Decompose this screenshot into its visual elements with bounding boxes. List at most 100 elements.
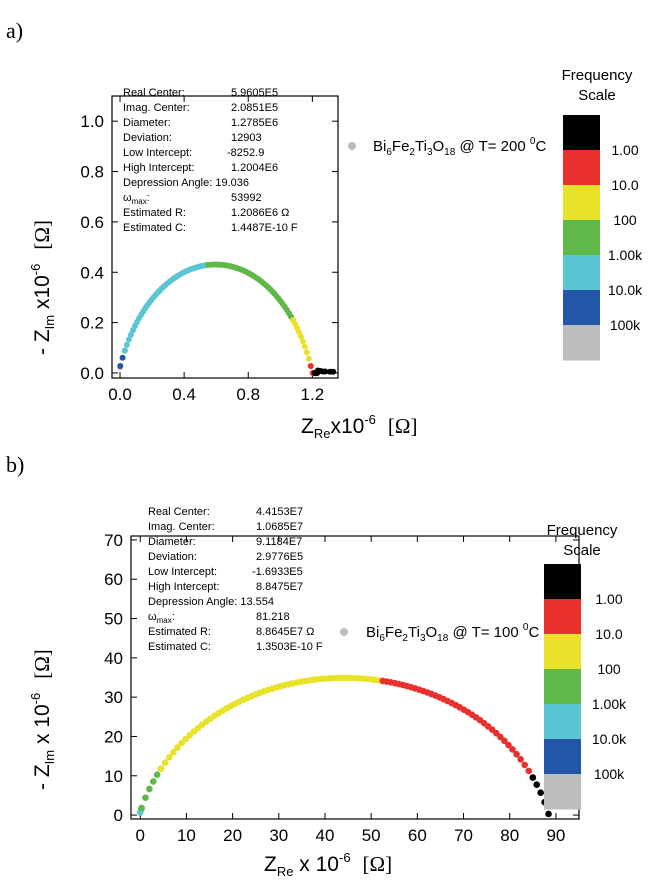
fit-estimated-c-label: Estimated C: (123, 222, 186, 234)
scale-label: 1.00k (608, 247, 643, 263)
y-tick-label: 0.0 (80, 364, 104, 383)
data-point-red (307, 362, 314, 369)
panel-b-y-axis-title: - ZIm x 10-6[Ω] (28, 649, 57, 790)
scale-swatch-gray (544, 774, 581, 810)
fit-low-intercept-value: -1.6933E5 (252, 566, 303, 578)
fit-deviation-label: Deviation: (123, 132, 172, 144)
data-point-black (330, 368, 337, 375)
data-point-yellow (295, 329, 302, 336)
fit-real-center-value: 4.4153E7 (256, 506, 303, 518)
scale-label: 100k (610, 317, 641, 333)
data-point-black (537, 789, 544, 797)
data-point-black (529, 774, 537, 781)
legend-marker (340, 628, 348, 636)
data-point-blue (117, 362, 124, 369)
x-tick-label: 0.0 (108, 385, 132, 404)
fit-high-intercept-value: 1.2004E6 (231, 162, 278, 174)
fit-deviation-label: Deviation: (148, 551, 197, 563)
panel-a-frequency-scale: Frequency Scale 1.00 10.0 100 1.00k 10.0k 100… (562, 67, 643, 361)
fit-high-intercept-value: 8.8475E7 (256, 581, 303, 593)
data-point-yellow (303, 349, 310, 356)
data-point-yellow (182, 735, 189, 743)
scale-swatch-black (544, 564, 581, 600)
scale-swatch-green (563, 220, 600, 256)
data-point-red (497, 733, 504, 741)
scale-label: 100 (597, 661, 621, 677)
data-point-red (521, 761, 529, 769)
fit-omega-max-label: ωmax: (148, 611, 175, 625)
data-point-green (149, 778, 157, 785)
fit-depression-angle: Depression Angle: 19.036 (123, 177, 249, 189)
legend-marker (348, 142, 356, 150)
scale-label: 10.0 (595, 626, 622, 642)
y-tick-label: 0.6 (80, 213, 104, 232)
panel-a-y-axis-title: - ZIm x10-6[Ω] (28, 220, 57, 355)
x-tick-label: 10 (177, 826, 196, 845)
scale-label: 10.0k (592, 731, 627, 747)
scale-label: 1.00 (611, 142, 638, 158)
scale-swatch-blue (544, 739, 581, 775)
y-tick-label: 0.2 (80, 314, 104, 333)
scale-title-line2: Scale (578, 87, 616, 104)
y-tick-label: 40 (104, 649, 123, 668)
scale-swatch-yellow (544, 634, 581, 670)
panel-b-ticks: 0 10 20 30 40 50 60 70 80 90 0 10 20 30 40 50 60 70 (104, 531, 579, 845)
fit-estimated-r-label: Estimated R: (148, 626, 211, 638)
y-tick-label: 50 (104, 610, 123, 629)
x-tick-label: 60 (408, 826, 427, 845)
scale-swatch-red (544, 599, 581, 635)
fit-deviation-value: 2.9776E5 (256, 551, 303, 563)
y-tick-label: 60 (104, 570, 123, 589)
x-tick-label: 0.4 (172, 385, 196, 404)
data-point-black (533, 781, 541, 788)
scale-swatch-gray (563, 325, 600, 361)
panel-a-ticks: 0.0 0.4 0.8 1.2 0.0 0.2 0.4 0.6 0.8 1.0 (80, 96, 338, 404)
x-tick-label: 50 (362, 826, 381, 845)
fit-real-center-label: Real Center: (123, 87, 185, 99)
data-point-blue (119, 354, 126, 361)
y-tick-label: 0.4 (80, 263, 104, 282)
data-point-yellow (157, 765, 165, 772)
panel-a-legend: Bi6Fe2Ti3O18 @ T= 200 0C (348, 136, 546, 158)
panel-a-label: a) (6, 18, 23, 43)
fit-imag-center-value: 2.0851E5 (231, 102, 278, 114)
data-point-red (501, 737, 508, 745)
scale-swatch-yellow (563, 185, 600, 221)
fit-diameter-value: 9.1184E7 (256, 536, 302, 548)
fit-imag-center-label: Imag. Center: (123, 102, 190, 114)
legend-label: Bi6Fe2Ti3O18 @ T= 200 0C (373, 136, 546, 158)
panel-b-x-axis-title: ZRe x 10-6 [Ω] (264, 850, 392, 879)
fit-estimated-c-value: 1.3503E-10 F (256, 641, 323, 653)
fit-diameter-label: Diameter: (148, 536, 196, 548)
fit-estimated-c-value: 1.4487E-10 F (231, 222, 298, 234)
data-point-yellow (299, 338, 306, 345)
data-point-green (146, 785, 153, 793)
scale-label: 100 (613, 212, 637, 228)
scale-swatch-blue (563, 290, 600, 326)
scale-label: 1.00 (595, 591, 622, 607)
scale-label: 10.0 (611, 177, 638, 193)
fit-imag-center-label: Imag. Center: (148, 521, 215, 533)
panel-a-scale-swatches: 1.00 10.0 100 1.00k 10.0k 100k (563, 115, 643, 361)
x-tick-label: 70 (454, 826, 473, 845)
panel-b-frequency-scale: Frequency Scale 1.00 10.0 100 1.00k 10.0k 100… (544, 522, 627, 810)
scale-label: 100k (594, 766, 625, 782)
scale-swatch-black (563, 115, 600, 151)
fit-high-intercept-label: High Intercept: (123, 162, 195, 174)
y-tick-label: 10 (104, 767, 123, 786)
data-point-yellow (178, 739, 185, 747)
panel-b-label: b) (6, 452, 24, 477)
x-tick-label: 30 (269, 826, 288, 845)
fit-estimated-c-label: Estimated C: (148, 641, 211, 653)
y-tick-label: 20 (104, 727, 123, 746)
scale-label: 1.00k (592, 696, 627, 712)
data-point-cyan (127, 331, 134, 338)
fit-estimated-r-value: 1.2086E6 Ω (231, 207, 289, 219)
y-tick-label: 70 (104, 531, 123, 550)
fit-real-center-value: 5.9605E5 (231, 87, 278, 99)
y-tick-label: 30 (104, 688, 123, 707)
fit-estimated-r-value: 8.8645E7 Ω (256, 626, 314, 638)
fit-diameter-label: Diameter: (123, 117, 171, 129)
panel-b-marks (136, 674, 552, 818)
